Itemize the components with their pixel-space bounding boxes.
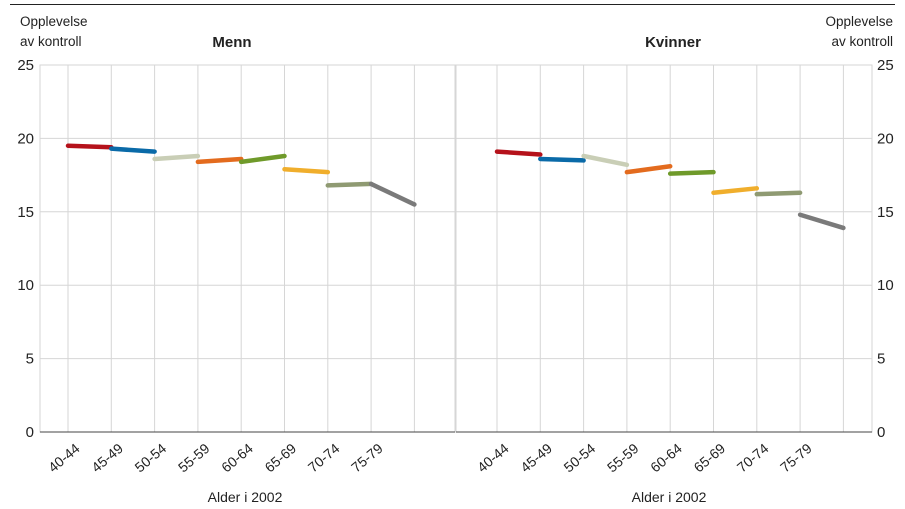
y-tick-label: 20 (877, 130, 894, 147)
series-menn (65, 143, 417, 207)
y-ticks-kvinner: 0 5 10 15 20 25 (877, 57, 894, 441)
y-tick-label: 15 (17, 204, 34, 221)
series-segment-6 (282, 166, 331, 175)
x-tick-label: 55-59 (175, 440, 213, 475)
y-tick-label: 5 (26, 351, 34, 368)
series-kvinner (494, 149, 846, 231)
y-tick-label: 0 (26, 424, 34, 441)
y-tick-label: 10 (877, 277, 894, 294)
y-tick-label: 5 (877, 351, 885, 368)
series-segment-4 (624, 164, 673, 175)
x-tick-label: 75-79 (777, 440, 815, 475)
series-segment-8 (368, 181, 417, 207)
x-tick-label: 75-79 (348, 440, 386, 475)
x-tick-label: 45-49 (88, 440, 126, 475)
y-tick-label: 20 (17, 130, 34, 147)
x-tick-label: 70-74 (305, 440, 343, 475)
x-tick-label: 70-74 (734, 440, 772, 475)
x-tick-label: 50-54 (561, 440, 599, 475)
series-segment-1 (65, 143, 114, 150)
series-segment-2 (538, 156, 586, 163)
x-tick-label: 65-69 (690, 440, 728, 475)
y-axis-label-kvinner-line2: av kontroll (831, 34, 893, 49)
x-ticks-menn: 40-44 45-49 50-54 55-59 60-64 65-69 70-74 75-79 (45, 440, 386, 475)
series-segment-7 (325, 181, 374, 188)
x-ticks-kvinner: 40-44 45-49 50-54 55-59 60-64 65-69 70-74 75-79 (474, 440, 815, 475)
y-axis-label-menn-line2: av kontroll (20, 34, 82, 49)
plot-area-kvinner (455, 64, 873, 433)
series-segment-4 (195, 156, 244, 165)
y-tick-label: 10 (17, 277, 34, 294)
series-segment-1 (494, 149, 543, 157)
x-tick-label: 50-54 (132, 440, 170, 475)
series-segment-6 (711, 186, 760, 195)
plot-area-menn (39, 64, 456, 433)
x-tick-label: 40-44 (474, 440, 512, 475)
panel-menn: 0 5 10 15 20 25 40-44 45-49 50-54 55-59 60-64 65-6… (17, 14, 456, 505)
x-axis-label-menn: Alder i 2002 (208, 489, 283, 505)
x-tick-label: 45-49 (517, 440, 555, 475)
series-segment-5 (238, 153, 287, 165)
grid-kvinner (456, 64, 872, 433)
series-segment-8 (797, 212, 846, 231)
y-tick-label: 0 (877, 424, 885, 441)
y-tick-label: 25 (17, 57, 34, 74)
y-axis-label-menn-line1: Opplevelse (20, 14, 88, 29)
y-axis-label-kvinner-line1: Opplevelse (825, 14, 893, 29)
series-segment-2 (109, 146, 157, 154)
x-tick-label: 60-64 (647, 440, 685, 475)
series-segment-7 (754, 190, 803, 197)
grid-menn (40, 64, 455, 433)
y-tick-label: 15 (877, 204, 894, 221)
series-segment-3 (581, 153, 630, 168)
y-tick-label: 25 (877, 57, 894, 74)
chart-title-menn: Menn (212, 34, 251, 51)
x-tick-label: 65-69 (261, 440, 299, 475)
series-segment-5 (667, 169, 716, 176)
chart-title-kvinner: Kvinner (645, 34, 701, 51)
x-tick-label: 55-59 (604, 440, 642, 475)
series-segment-3 (152, 153, 201, 162)
y-ticks-menn: 0 5 10 15 20 25 (17, 57, 34, 441)
x-tick-label: 40-44 (45, 440, 83, 475)
x-tick-label: 60-64 (218, 440, 256, 475)
panel-kvinner: 0 5 10 15 20 25 40-44 45-49 50-54 55-59 60-64 65-6… (455, 14, 894, 505)
x-axis-label-kvinner: Alder i 2002 (632, 489, 707, 505)
